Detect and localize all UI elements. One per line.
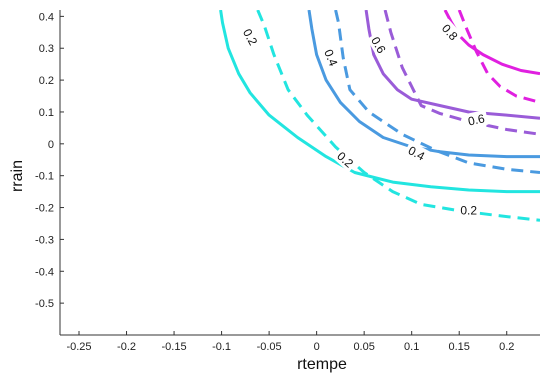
contour-04-solid (307, 10, 540, 159)
x-tick-label: 0.1 (404, 341, 419, 353)
contour-label: 0.8 (437, 18, 464, 46)
x-tick-label: -0.2 (117, 341, 136, 353)
contour-label-halo (403, 141, 430, 165)
x-tick-label: 0.05 (353, 341, 374, 353)
x-tick-label: 0.15 (448, 341, 469, 353)
contour-label-halo (366, 31, 391, 59)
y-axis-ticks: 0.4 0.3 0.2 0.1 0 -0.1 -0.2 -0.3 -0.4 -0.5 (35, 11, 64, 310)
y-axis-label: rrain (9, 160, 26, 192)
contour-label-halo (457, 202, 480, 218)
y-tick-label: 0.2 (39, 75, 54, 87)
x-axis-ticks: -0.25 -0.2 -0.15 -0.1 -0.05 0 0.05 0.1 0.15 0.2 (66, 331, 514, 353)
y-tick-label: -0.2 (35, 203, 54, 215)
contour-label-halo (332, 146, 359, 173)
x-tick-label: -0.15 (162, 341, 187, 353)
contour-08-dashed (457, 10, 540, 104)
y-tick-label: -0.1 (35, 171, 54, 183)
contour-label: 0.2 (457, 202, 480, 218)
contour-label: 0.4 (320, 44, 343, 71)
contour-label-halo (238, 23, 263, 51)
y-tick-label: -0.3 (35, 234, 54, 246)
x-tick-label: -0.05 (257, 341, 282, 353)
contour-06-dashed (383, 10, 540, 136)
x-tick-label: 0.2 (499, 341, 514, 353)
contour-label-text: 0.6 (467, 111, 487, 128)
y-tick-label: -0.4 (35, 266, 54, 278)
x-axis-label: rtempe (297, 356, 347, 373)
y-tick-label: -0.5 (35, 298, 54, 310)
contour-label: 0.2 (332, 146, 359, 173)
y-tick-label: 0.3 (39, 43, 54, 55)
contour-label: 0.2 (238, 23, 263, 51)
x-tick-label: -0.1 (212, 341, 231, 353)
contour-label-text: 0.4 (321, 47, 340, 68)
contour-label-halo (437, 18, 464, 46)
x-tick-label: 0 (314, 341, 320, 353)
plot-area: 0.20.20.20.40.40.60.60.8 (59, 10, 540, 336)
contour-02-solid (219, 10, 540, 194)
y-tick-label: 0.1 (39, 107, 54, 119)
y-tick-label: 0.4 (39, 11, 54, 23)
contour-label-halo (463, 109, 489, 130)
contour-label: 0.6 (463, 109, 489, 130)
y-tick-label: 0 (48, 139, 54, 151)
contour-label-text: 0.2 (460, 204, 477, 218)
contour-label-halo (320, 44, 343, 71)
contour-04-dashed (334, 10, 540, 174)
x-tick-label: -0.25 (66, 341, 91, 353)
contour-08-solid (443, 10, 540, 76)
